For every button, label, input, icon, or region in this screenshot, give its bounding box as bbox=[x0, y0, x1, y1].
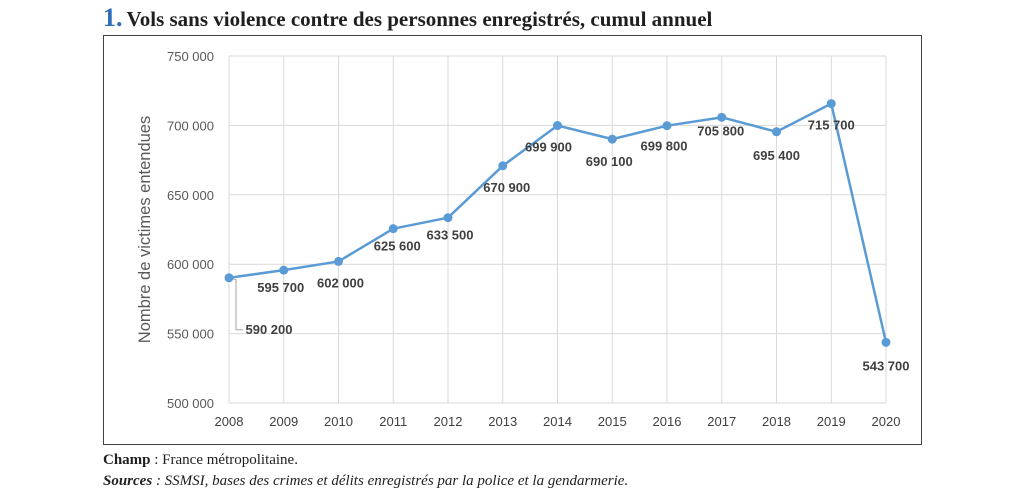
line-chart: 500 000 550 000 600 000 650 000 700 000 750 0… bbox=[136, 49, 910, 429]
data-point bbox=[662, 121, 672, 131]
x-tick-label: 2018 bbox=[762, 414, 791, 429]
figure-title-text: Vols sans violence contre des personnes … bbox=[126, 7, 713, 31]
champ-text: : France métropolitaine. bbox=[150, 452, 298, 468]
data-label: 543 700 bbox=[863, 358, 910, 373]
x-tick-label: 2010 bbox=[324, 414, 353, 429]
x-tick-label: 2008 bbox=[215, 414, 244, 429]
x-tick-label: 2015 bbox=[598, 414, 627, 429]
data-label: 690 100 bbox=[586, 154, 633, 169]
data-label: 715 700 bbox=[808, 118, 855, 133]
y-tick-label: 500 000 bbox=[167, 396, 214, 411]
x-tick-label: 2014 bbox=[543, 414, 572, 429]
data-point bbox=[224, 273, 234, 283]
data-point bbox=[443, 213, 453, 223]
data-label: 699 900 bbox=[525, 140, 572, 155]
x-tick-label: 2020 bbox=[872, 414, 901, 429]
chart-frame: 500 000 550 000 600 000 650 000 700 000 750 0… bbox=[103, 35, 922, 445]
y-tick-label: 700 000 bbox=[167, 118, 214, 133]
y-axis-title: Nombre de victimes entendues bbox=[136, 116, 154, 343]
champ-label: Champ bbox=[103, 452, 151, 468]
figure-title: 1. Vols sans violence contre des personne… bbox=[103, 3, 712, 33]
data-point bbox=[388, 224, 398, 234]
y-tick-label: 650 000 bbox=[167, 188, 214, 203]
data-label: 670 900 bbox=[483, 180, 530, 195]
y-tick-label: 600 000 bbox=[167, 257, 214, 272]
data-label: 633 500 bbox=[427, 228, 474, 243]
x-tick-label: 2009 bbox=[269, 414, 298, 429]
data-point bbox=[553, 121, 562, 131]
data-label: 595 700 bbox=[257, 280, 304, 295]
data-label: 699 800 bbox=[641, 139, 688, 154]
figure-number: 1. bbox=[103, 3, 123, 32]
y-tick-label: 750 000 bbox=[167, 49, 214, 64]
sources-text: : SSMSI, bases des crimes et délits enre… bbox=[152, 473, 629, 489]
y-tick-label: 550 000 bbox=[167, 327, 214, 342]
x-tick-label: 2013 bbox=[488, 414, 517, 429]
data-point bbox=[334, 256, 343, 266]
data-label-leader bbox=[228, 277, 243, 331]
x-tick-label: 2012 bbox=[434, 414, 463, 429]
note-sources: Sources : SSMSI, bases des crimes et dél… bbox=[103, 473, 628, 490]
data-label: 625 600 bbox=[374, 239, 421, 254]
data-point bbox=[826, 99, 836, 109]
data-point bbox=[607, 134, 617, 144]
x-tick-label: 2019 bbox=[817, 414, 846, 429]
x-tick-label: 2017 bbox=[707, 414, 736, 429]
data-point bbox=[498, 161, 508, 171]
data-label: 590 200 bbox=[246, 322, 293, 337]
x-tick-label: 2011 bbox=[379, 414, 407, 429]
data-label: 705 800 bbox=[697, 123, 744, 138]
data-point bbox=[279, 265, 289, 275]
x-tick-label: 2016 bbox=[653, 414, 682, 429]
data-point bbox=[717, 112, 727, 122]
note-champ: Champ : France métropolitaine. bbox=[103, 452, 298, 469]
data-point bbox=[881, 337, 891, 347]
data-label: 695 400 bbox=[753, 148, 800, 163]
data-label: 602 000 bbox=[317, 275, 364, 290]
sources-label: Sources bbox=[103, 473, 153, 489]
data-point bbox=[772, 127, 781, 137]
